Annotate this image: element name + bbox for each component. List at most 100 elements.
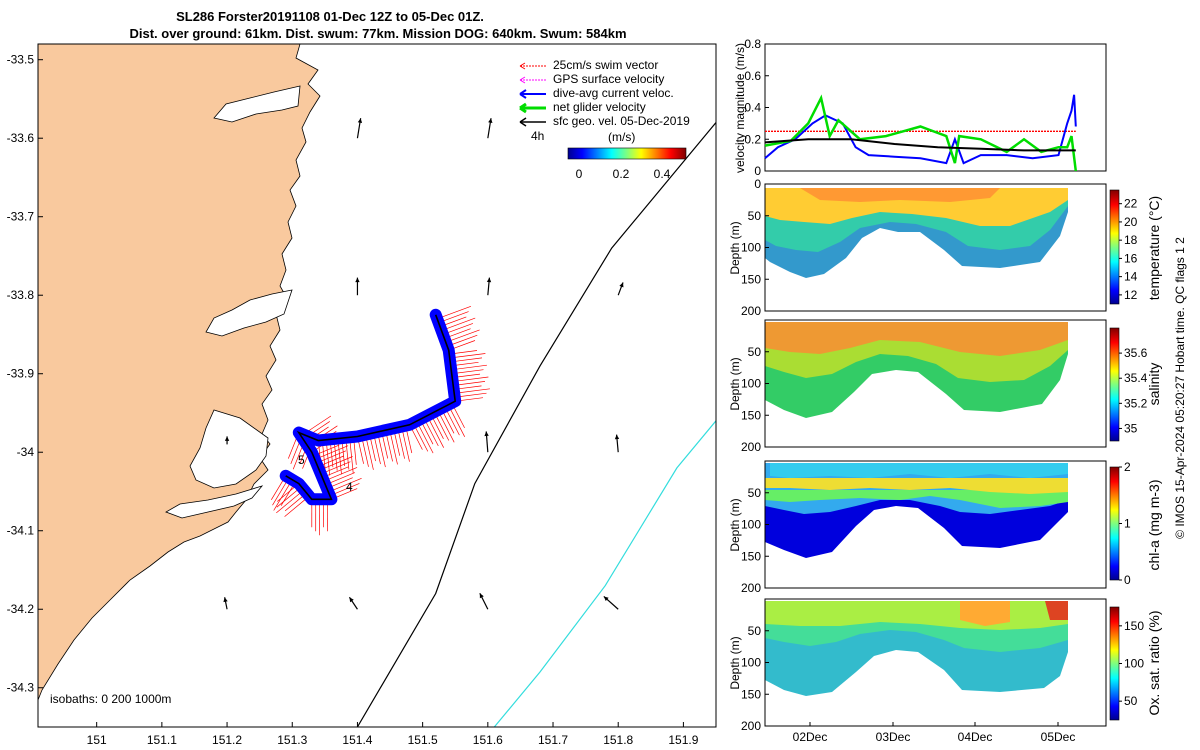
oxygen-ylabel: Depth (m) [728,636,742,689]
map-x-tick-label: 151.4 [342,733,372,747]
swim-vector [349,437,354,474]
map-frame [37,43,717,728]
vector-head [484,431,489,437]
chlorophyll-colorbar-label: chl-a (mg m-3) [1146,479,1162,570]
temperature-panel: Depth (m) 0 50 100 150 200 12 14 16 18 20 22 temp… [728,177,1162,318]
velocity-series [764,94,1078,172]
legend-current: dive-avg current veloc. [519,86,674,100]
vector-head [224,436,230,441]
depth-tick-label: 150 [741,408,761,422]
vector-head [603,596,609,602]
depth-tick-label: 200 [741,304,761,318]
vector-head [357,118,363,123]
map-x-tick-label: 151.5 [408,733,438,747]
map-y-tick-label: -33.7 [7,210,35,224]
depth-tick-label: 50 [748,209,762,223]
oxygen-colorbar-ticks: 50 100 150 [1119,619,1144,708]
velocity-series-line [764,94,1077,165]
geostrophic-vector [223,597,228,610]
map-x-tick-label: 151 [87,733,107,747]
depth-tick-label: 0 [754,177,761,191]
date-tick-label: 04Dec [958,730,993,744]
map-x-tick-label: 151.2 [212,733,242,747]
geostrophic-vector [487,118,493,139]
colorbar-tick-label: 50 [1124,694,1138,708]
chlorophyll-panel: Depth (m) 50 100 150 200 0 1 2 chl-a (mg m-3) [728,460,1162,595]
isobath-1000m [493,420,716,727]
salinity-colorbar-ticks: 35 35.2 35.4 35.6 [1119,346,1148,435]
velocity-y-tick-label: 0.6 [744,69,761,83]
velocity-y-tick-label: 0 [754,164,761,178]
velocity-y-tick-label: 0.4 [744,101,761,115]
colorbar-tick-label: 100 [1124,657,1144,671]
colorbar-tick: 0.4 [654,167,671,181]
depth-tick-label: 150 [741,687,761,701]
colorbar-tick-label: 22 [1124,197,1138,211]
track-marker-5: 5 [298,453,305,467]
velocity-series-line [764,138,1076,152]
map-x-tick-label: 151.6 [473,733,503,747]
vector-head [486,277,492,283]
isobath-200m [356,122,716,727]
geostrophic-vector [224,436,230,445]
temperature-colorbar-ticks: 12 14 16 18 20 22 [1119,197,1138,302]
map-y-tick-label: -33.6 [7,131,35,145]
swim-vector [447,404,466,437]
coastline-land [38,44,321,701]
velocity-y-tick-label: 0.8 [744,37,761,51]
chlorophyll-y-axis: 50 100 150 200 [741,486,769,595]
depth-tick-label: 50 [748,624,762,638]
colorbar-tick-label: 35 [1124,421,1138,435]
vector-head [619,282,624,288]
geostrophic-vector [486,277,492,296]
colorbar-tick-label: 18 [1124,233,1138,247]
vector-head [223,597,228,603]
map-legend: 25cm/s swim vector GPS surface velocity … [519,58,690,181]
credit-line: © IMOS 15-Apr-2024 05:20:27 Hobart time.… [1173,237,1187,539]
depth-tick-label: 50 [748,345,762,359]
chlorophyll-field [765,463,1068,558]
map-y-tick-label: -34.1 [7,524,35,538]
legend-net-velocity: net glider velocity [519,100,646,114]
geostrophic-vector [356,118,363,139]
chlorophyll-colorbar-ticks: 0 1 2 [1119,460,1131,587]
velocity-y-axis: 0 0.2 0.4 0.6 0.8 [744,37,769,178]
map-y-axis: -33.5 -33.6 -33.7 -33.8 -33.9 -34 -34.1 -34.2 -3… [7,53,43,695]
swim-vector [377,431,386,468]
vector-head [355,277,360,283]
colorbar-tick-label: 35.2 [1124,396,1148,410]
legend-swim-vector: 25cm/s swim vector [519,58,658,72]
geostrophic-vector [614,434,620,453]
bay-water [189,409,269,489]
temperature-field [765,188,1068,278]
colorbar-tick: 0.2 [613,167,630,181]
velocity-panel: 0 0.2 0.4 0.6 0.8 velocity magnitude (m/s) [733,37,1107,178]
vector-head [488,118,493,123]
oxygen-colorbar [1109,606,1120,721]
depth-tick-label: 200 [741,581,761,595]
swim-vector [437,410,455,443]
legend-label: net glider velocity [553,100,646,114]
inlet-water [165,485,264,519]
isobaths-label: isobaths: 0 200 1000m [50,692,171,706]
temperature-ylabel: Depth (m) [728,221,742,274]
geostrophic-vector [355,277,360,296]
legend-gps-velocity: GPS surface velocity [519,72,664,86]
colorbar-tick-label: 16 [1124,251,1138,265]
swim-vector [445,329,480,343]
swim-vector [451,364,487,371]
salinity-ylabel: Depth (m) [728,357,742,410]
swim-vector [365,434,374,470]
map-y-tick-label: -34.2 [7,602,35,616]
temperature-colorbar-label: temperature (°C) [1146,196,1162,300]
map-x-tick-label: 151.9 [668,733,698,747]
colorbar-tick-label: 2 [1124,460,1131,474]
legend-geostrophic: sfc geo. vel. 05-Dec-2019 [519,114,690,128]
temperature-colorbar [1109,189,1120,305]
colorbar-tick-label: 150 [1124,619,1144,633]
depth-tick-label: 50 [748,486,762,500]
swim-vector [452,376,489,382]
oxygen-field [765,601,1068,696]
estuary-water [213,85,301,123]
figure-title: SL286 Forster20191108 01-Dec 12Z to 05-D… [176,9,484,24]
